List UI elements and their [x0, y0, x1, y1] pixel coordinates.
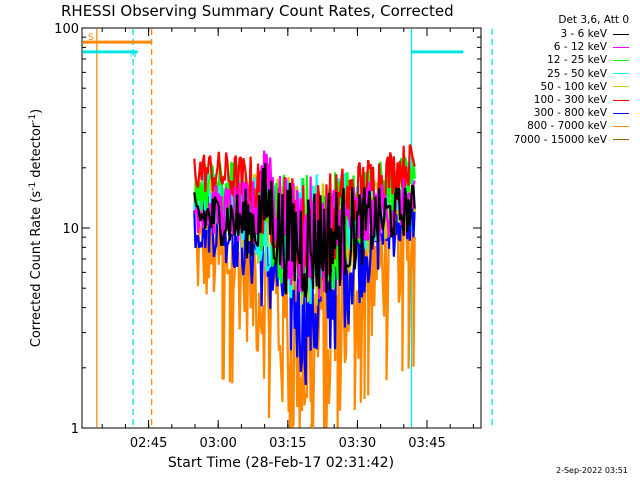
- series-line-8: [193, 199, 416, 428]
- legend-label: 800 - 7000 keV: [527, 120, 607, 133]
- x-tick-label: 03:30: [339, 436, 376, 451]
- legend-swatch: [613, 46, 629, 48]
- y-tick-label: 10: [62, 222, 79, 237]
- legend-label: 7000 - 15000 keV: [513, 133, 607, 146]
- legend-entry: 3 - 6 keV: [560, 28, 629, 40]
- y-axis-label: Corrected Count Rate (s-1 detector-1): [28, 109, 44, 347]
- legend-swatch: [613, 99, 629, 101]
- flag-label: S: [88, 33, 94, 43]
- legend-entry: 800 - 7000 keV: [527, 120, 629, 132]
- x-tick-label: 02:45: [130, 436, 167, 451]
- flag-label: N: [130, 50, 137, 60]
- legend-label: 50 - 100 keV: [540, 80, 607, 93]
- x-axis-label: Start Time (28-Feb-17 02:31:42): [168, 455, 394, 471]
- legend-swatch: [613, 139, 629, 141]
- legend-entry: 6 - 12 keV: [554, 41, 629, 53]
- legend-label: 12 - 25 keV: [547, 54, 607, 67]
- y-tick-label: 100: [54, 22, 79, 37]
- x-tick-label: 03:45: [408, 436, 445, 451]
- legend-entry: 7000 - 15000 keV: [514, 134, 629, 146]
- x-tick-label: 03:15: [269, 436, 306, 451]
- legend-entry: 25 - 50 keV: [547, 68, 629, 80]
- legend-entry: 300 - 800 keV: [534, 107, 629, 119]
- legend-swatch: [613, 33, 629, 35]
- x-tick-label: 03:00: [199, 436, 236, 451]
- legend-label: 300 - 800 keV: [533, 107, 607, 120]
- legend-label: 100 - 300 keV: [533, 94, 607, 106]
- legend-entry: 50 - 100 keV: [540, 81, 629, 93]
- legend-label: 25 - 50 keV: [547, 67, 607, 80]
- legend-swatch: [613, 73, 629, 75]
- legend-entry: 100 - 300 keV: [534, 94, 629, 106]
- legend-header: Det 3,6, Att 0: [558, 14, 629, 26]
- series-group: [193, 144, 416, 428]
- legend-entry: 12 - 25 keV: [547, 54, 629, 66]
- legend-label: 3 - 6 keV: [560, 28, 607, 40]
- legend-swatch: [613, 125, 629, 127]
- legend-swatch: [613, 59, 629, 61]
- legend-label: 6 - 12 keV: [553, 41, 607, 54]
- y-tick-label: 1: [71, 422, 79, 437]
- generation-timestamp: 2-Sep-2022 03:51: [556, 466, 628, 475]
- legend-swatch: [613, 112, 629, 114]
- series-line-1: [193, 163, 416, 298]
- legend-swatch: [613, 86, 629, 88]
- chart-title: RHESSI Observing Summary Count Rates, Co…: [61, 2, 454, 20]
